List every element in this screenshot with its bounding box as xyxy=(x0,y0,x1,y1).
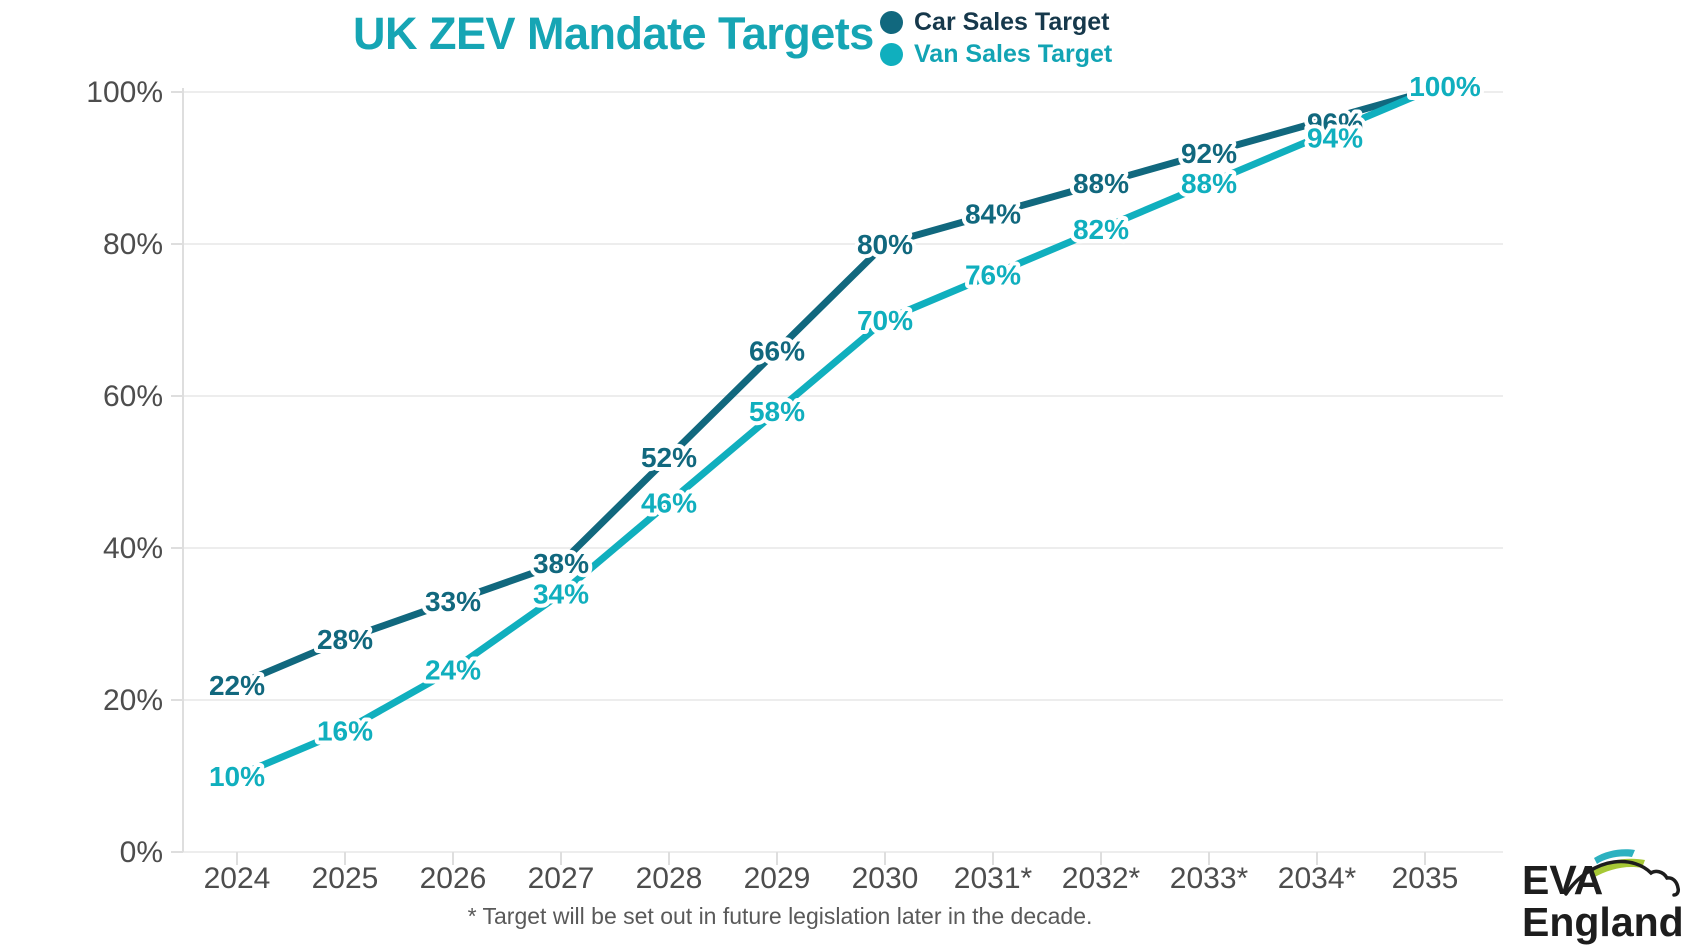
car-data-label: 80% xyxy=(857,229,913,260)
x-axis-label: 2032* xyxy=(1062,862,1141,895)
eva-england-logo: EVA England xyxy=(1522,849,1684,945)
car-data-label: 33% xyxy=(425,586,481,617)
van-data-label: 16% xyxy=(317,715,373,746)
legend: Car Sales Target Van Sales Target xyxy=(880,10,1112,67)
x-axis-label: 2029 xyxy=(744,862,811,895)
y-axis-label: 100% xyxy=(86,76,163,109)
van-data-label: 70% xyxy=(857,305,913,336)
car-data-label: 96% xyxy=(1307,107,1363,138)
logo-line1: EVA xyxy=(1522,857,1603,903)
van-data-label: 24% xyxy=(425,655,481,686)
van-data-label: 10% xyxy=(209,761,265,792)
logo-swoosh-teal-icon xyxy=(1594,849,1635,864)
logo-car-outline-icon xyxy=(1564,859,1680,897)
car-data-label: 52% xyxy=(641,442,697,473)
x-axis-label: 2030 xyxy=(852,862,919,895)
x-axis-label: 2033* xyxy=(1170,862,1249,895)
x-axis-label: 2028 xyxy=(636,862,703,895)
car-data-label: 92% xyxy=(1181,138,1237,169)
x-axis-label: 2026 xyxy=(420,862,487,895)
van-data-label: 34% xyxy=(533,579,589,610)
y-axis-label: 40% xyxy=(103,532,163,565)
y-axis-label: 20% xyxy=(103,684,163,717)
car-data-label: 66% xyxy=(749,335,805,366)
van-data-label: 82% xyxy=(1073,214,1129,245)
van-data-label: 100% xyxy=(1409,71,1481,102)
van-data-label: 88% xyxy=(1181,168,1237,199)
y-axis-label: 80% xyxy=(103,228,163,261)
car-series-line xyxy=(233,88,1429,689)
car-data-label: 88% xyxy=(1073,168,1129,199)
car-data-label: 84% xyxy=(965,199,1021,230)
van-data-label: 76% xyxy=(965,259,1021,290)
x-axis-label: 2034* xyxy=(1278,862,1357,895)
van-legend-dot-icon xyxy=(880,43,903,66)
legend-item-car: Car Sales Target xyxy=(880,10,1112,35)
y-axis-label: 60% xyxy=(103,380,163,413)
logo-line2: England xyxy=(1522,899,1684,945)
car-legend-dot-icon xyxy=(880,11,903,34)
van-data-label: 94% xyxy=(1307,123,1363,154)
legend-label-van: Van Sales Target xyxy=(914,40,1113,68)
van-data-label: 58% xyxy=(749,396,805,427)
car-data-label: 28% xyxy=(317,624,373,655)
x-axis-label: 2027 xyxy=(528,862,595,895)
legend-item-van: Van Sales Target xyxy=(880,42,1112,67)
x-axis-label: 2031* xyxy=(954,862,1033,895)
car-data-label: 38% xyxy=(533,548,589,579)
van-series-line xyxy=(233,88,1429,780)
x-axis-label: 2025 xyxy=(312,862,379,895)
car-data-label: 22% xyxy=(209,670,265,701)
x-axis-label: 2035 xyxy=(1392,862,1459,895)
x-axis-label: 2024 xyxy=(204,862,271,895)
van-data-label: 46% xyxy=(641,487,697,518)
legend-label-car: Car Sales Target xyxy=(914,8,1110,36)
y-axis-label: 0% xyxy=(120,836,163,869)
footnote: * Target will be set out in future legis… xyxy=(467,903,1093,929)
chart-title: UK ZEV Mandate Targets xyxy=(353,8,874,59)
